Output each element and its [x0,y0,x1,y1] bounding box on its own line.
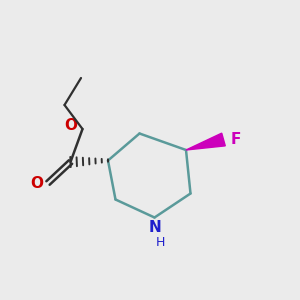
Text: O: O [64,118,77,134]
Text: O: O [30,176,43,190]
Text: F: F [231,132,242,147]
Polygon shape [186,133,225,150]
Text: N: N [148,220,161,236]
Text: H: H [156,236,165,249]
